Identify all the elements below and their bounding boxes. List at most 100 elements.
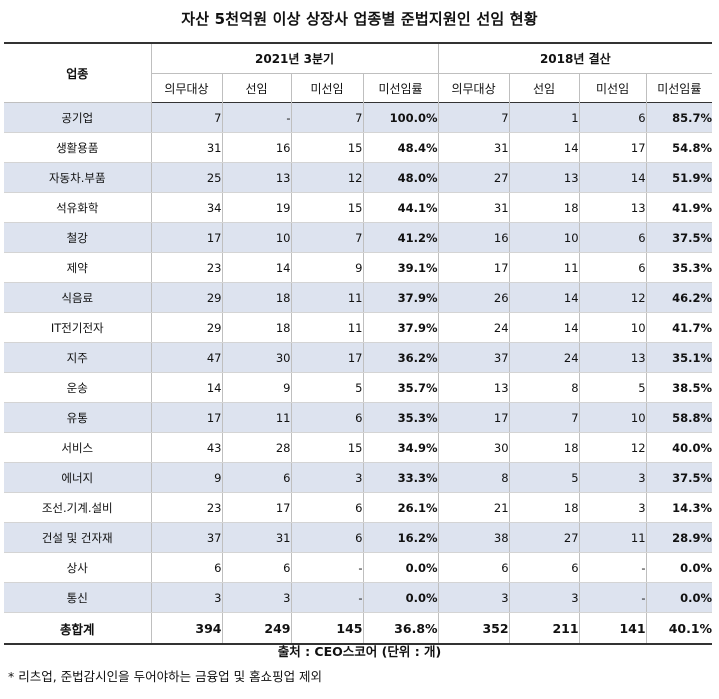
table-cell: 29 [151,282,223,313]
table-cell: 39.1% [363,252,439,283]
table-cell: 38.5% [646,372,713,403]
table-cell: 36.2% [363,342,439,373]
table-row: 석유화학 34 19 15 44.1% 31 18 13 41.9% [4,192,713,223]
table-cell: 36.8% [363,612,439,645]
table-cell: 0.0% [646,582,713,613]
table-cell: 26 [438,282,510,313]
table-body: 공기업 7-7 100.0% 7 1 6 85.7% 생활용품 31 16 15 48.4% 31 14 1… [4,102,713,645]
table-cell: 0.0% [646,552,713,583]
table-cell: 30 [438,432,510,463]
table-cell: 46.2% [646,282,713,313]
table-row: 자동차.부품 25 13 12 48.0% 27 13 14 51.9% [4,162,713,193]
table-cell: 40.0% [646,432,713,463]
industry-name: 공기업 [4,102,152,133]
table-cell: 23 [151,252,223,283]
table-header: 업종 2021년 3분기 2018년 결산 의무대상 선임 미선임 미선임률 의… [4,43,713,103]
table-cell: 17 [579,132,647,163]
industry-name: 서비스 [4,432,152,463]
industry-name: 생활용품 [4,132,152,163]
table-cell: 85.7% [646,102,713,133]
table-cell: 3 [579,492,647,523]
footnote: * 리츠업, 준법감시인을 두어야하는 금융업 및 홈쇼핑업 제외 [8,669,323,684]
table-cell: - [222,102,292,133]
table-cell: 13 [222,162,292,193]
table-cell: 54.8% [646,132,713,163]
table-cell: 6 [579,102,647,133]
table-cell: 37.5% [646,222,713,253]
table-cell: 10 [509,222,580,253]
period-header-2021q3: 2021년 3분기 [151,43,439,74]
table-cell: 58.8% [646,402,713,433]
table-cell: 31 [438,132,510,163]
industry-name: 지주 [4,342,152,373]
industry-name: 제약 [4,252,152,283]
table-cell: 12 [579,432,647,463]
industry-name: 상사 [4,552,152,583]
industry-name: 석유화학 [4,192,152,223]
table-cell: 11 [291,312,364,343]
table-cell: 18 [222,312,292,343]
industry-name: IT전기전자 [4,312,152,343]
table-cell: 47 [151,342,223,373]
table-cell: 5 [291,372,364,403]
table-cell: 37 [151,522,223,553]
table-cell: 18 [509,432,580,463]
table-row: 통신 3 3-0.0% 3 3-0.0% [4,582,713,613]
table-cell: 145 [291,612,364,645]
table-cell: 13 [438,372,510,403]
table-cell: 35.3% [363,402,439,433]
header-row-periods: 업종 2021년 3분기 2018년 결산 [4,43,713,103]
data-table: 업종 2021년 3분기 2018년 결산 의무대상 선임 미선임 미선임률 의… [4,42,713,645]
table-cell: 3 [509,582,580,613]
column-header: 미선임률 [363,73,439,103]
table-cell: 17 [222,492,292,523]
table-cell: 141 [579,612,647,645]
table-cell: 14.3% [646,492,713,523]
table-cell: 11 [579,522,647,553]
table-cell: 44.1% [363,192,439,223]
table-cell: 25 [151,162,223,193]
table-cell: 37.9% [363,312,439,343]
table-cell: 211 [509,612,580,645]
table-cell: 5 [509,462,580,493]
table-row: 생활용품 31 16 15 48.4% 31 14 17 54.8% [4,132,713,163]
table-cell: 28.9% [646,522,713,553]
table-cell: 27 [438,162,510,193]
table-cell: 18 [509,492,580,523]
table-row: 건설 및 건자재 37 31 6 16.2% 38 27 11 28.9% [4,522,713,553]
table-row: 지주 47 30 17 36.2% 37 24 13 35.1% [4,342,713,373]
table-cell: 14 [509,282,580,313]
table-cell: 6 [291,522,364,553]
table-cell: 28 [222,432,292,463]
table-cell: 48.0% [363,162,439,193]
industry-name: 조선.기계.설비 [4,492,152,523]
table-cell: 8 [509,372,580,403]
table-cell: 37.5% [646,462,713,493]
industry-name: 자동차.부품 [4,162,152,193]
table-cell: 14 [579,162,647,193]
table-cell: 17 [151,402,223,433]
table-row: 상사 6 6-0.0% 6 6-0.0% [4,552,713,583]
table-cell: 27 [509,522,580,553]
column-header: 미선임 [579,73,647,103]
table-cell: 6 [222,552,292,583]
category-header: 업종 [4,43,152,103]
table-cell: 12 [291,162,364,193]
table-cell: 13 [579,192,647,223]
table-cell: 35.7% [363,372,439,403]
table-cell: 13 [579,342,647,373]
table-cell: - [579,582,647,613]
table-cell: 249 [222,612,292,645]
table-cell: 352 [438,612,510,645]
table-cell: 11 [291,282,364,313]
table-cell: 17 [438,402,510,433]
column-header: 의무대상 [151,73,223,103]
table-cell: 12 [579,282,647,313]
table-row: 에너지 9 6 3 33.3% 8 5 3 37.5% [4,462,713,493]
table-cell: 7 [438,102,510,133]
table-cell: 41.9% [646,192,713,223]
table-cell: 41.7% [646,312,713,343]
table-cell: 38 [438,522,510,553]
table-cell: 17 [438,252,510,283]
